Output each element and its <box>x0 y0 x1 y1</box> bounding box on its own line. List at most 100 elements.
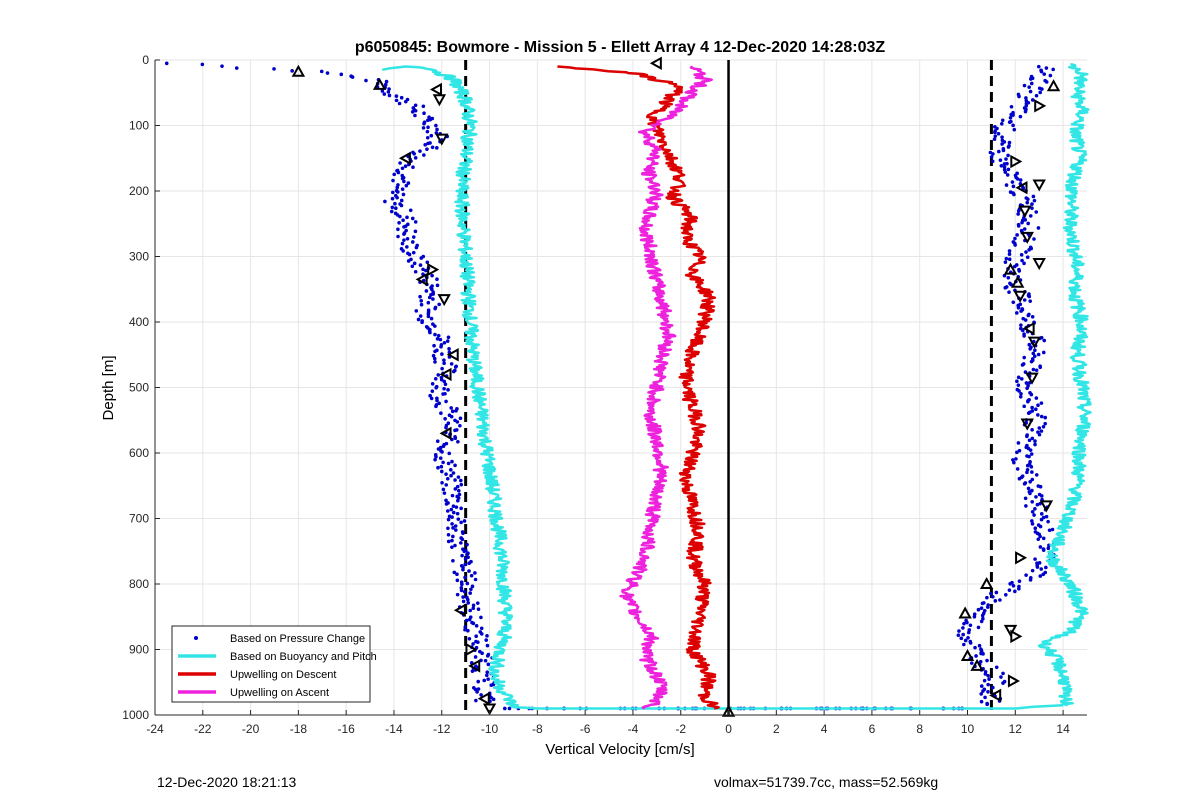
pressure-change-dot <box>394 94 399 98</box>
pressure-change-dot <box>413 269 418 274</box>
y-tick-label: 200 <box>129 184 149 198</box>
pressure-change-dot <box>1046 519 1050 524</box>
pressure-change-dot <box>421 126 426 130</box>
pressure-change-dot <box>1012 264 1017 269</box>
pressure-change-dot <box>421 267 425 272</box>
pressure-change-dot <box>449 414 454 419</box>
pressure-change-dot <box>1011 300 1016 305</box>
pressure-change-dot <box>418 314 423 318</box>
pressure-change-dot <box>449 362 454 366</box>
triangle-marker <box>1010 275 1025 288</box>
pressure-change-dot <box>460 553 464 558</box>
pressure-change-dot <box>450 515 454 519</box>
pressure-change-dot <box>1030 509 1035 514</box>
pressure-change-dot <box>452 570 457 575</box>
pressure-change-dot <box>416 317 421 322</box>
pressure-change-dot <box>979 692 984 696</box>
pressure-change-dot <box>433 306 437 311</box>
pressure-change-dot <box>1016 212 1020 216</box>
pressure-change-dot <box>399 198 404 203</box>
pressure-change-dot <box>982 678 987 683</box>
pressure-change-dot <box>1037 426 1042 430</box>
pressure-change-dot <box>1035 502 1040 507</box>
pressure-change-dot <box>479 632 484 636</box>
pressure-change-dot <box>424 289 429 293</box>
pressure-change-dot <box>439 344 443 349</box>
pressure-change-dot <box>459 588 464 593</box>
pressure-change-dot <box>1033 507 1037 511</box>
pressure-change-dot <box>1036 226 1041 230</box>
triangle-marker <box>1003 262 1018 275</box>
pressure-change-dot <box>1036 352 1041 357</box>
pressure-change-dot <box>390 205 395 210</box>
pressure-change-dot <box>1025 434 1029 439</box>
pressure-change-dot <box>434 454 438 459</box>
pressure-change-dot <box>290 69 294 73</box>
pressure-change-dot <box>502 706 507 711</box>
pressure-change-dot <box>471 603 476 608</box>
pressure-change-dot <box>979 699 984 704</box>
pressure-change-dot <box>465 542 469 547</box>
pressure-change-dot <box>1039 512 1044 516</box>
pressure-change-dot <box>1029 359 1034 364</box>
x-tick-label: -12 <box>433 722 451 736</box>
pressure-change-dot <box>1028 347 1032 351</box>
pressure-change-dot <box>1028 89 1033 94</box>
pressure-change-dot <box>1033 526 1038 531</box>
pressure-change-dot <box>1012 460 1016 465</box>
pressure-change-dot <box>1039 517 1044 522</box>
pressure-change-dot <box>390 196 395 201</box>
pressure-change-dot <box>1041 424 1046 429</box>
pressure-change-dot <box>436 447 441 451</box>
x-axis-label: Vertical Velocity [cm/s] <box>545 741 694 758</box>
pressure-change-dot <box>444 472 448 476</box>
pressure-change-dot <box>1015 177 1020 181</box>
pressure-change-dot <box>462 549 467 554</box>
pressure-change-dot <box>405 215 409 220</box>
pressure-change-dot <box>403 99 408 104</box>
pressure-change-dot <box>459 506 463 511</box>
pressure-change-dot <box>1034 210 1039 214</box>
pressure-change-dot <box>1023 109 1028 114</box>
triangle-marker <box>435 133 449 146</box>
pressure-change-dot <box>1003 260 1008 264</box>
axes: -24 -22 -20 -18 -16 -14 -12 -10 -8 -6 -4 -2 0 2 4 6 8 10 1… <box>122 53 1087 736</box>
pressure-change-dot <box>391 178 395 183</box>
pressure-change-dot <box>1047 528 1052 533</box>
pressure-change-dot <box>485 643 490 648</box>
pressure-change-dot <box>419 256 424 260</box>
legend-box <box>171 625 371 703</box>
pressure-change-dot <box>1022 298 1027 302</box>
pressure-change-dot <box>458 478 463 483</box>
pressure-change-dot <box>451 504 456 508</box>
pressure-change-dot <box>458 423 462 428</box>
pressure-change-dot <box>1008 581 1012 586</box>
pressure-change-dot <box>1024 381 1029 385</box>
pressure-change-dot <box>1006 145 1011 149</box>
pressure-change-dot <box>993 134 998 138</box>
pressure-change-dot <box>461 595 465 599</box>
x-tick-label: 14 <box>1056 722 1070 736</box>
pressure-change-dot <box>469 573 474 578</box>
pressure-change-dot <box>461 531 465 536</box>
pressure-change-dot <box>981 616 985 621</box>
pressure-change-dot <box>974 654 978 658</box>
pressure-change-dot <box>431 297 435 301</box>
pressure-change-dot <box>458 416 463 421</box>
pressure-change-dot <box>985 605 990 609</box>
pressure-change-dot <box>443 416 447 421</box>
pressure-change-dot <box>439 464 444 469</box>
pressure-change-dot <box>479 693 483 697</box>
pressure-change-dot <box>272 67 276 71</box>
pressure-change-dot <box>507 706 512 711</box>
pressure-change-dot <box>1032 198 1037 203</box>
pressure-change-dot <box>1004 157 1008 161</box>
pressure-change-dot <box>339 72 344 77</box>
x-tick-label: 0 <box>725 722 732 736</box>
based-on-buoyancy-and-pitch-line <box>381 65 1064 710</box>
pressure-change-dot <box>413 113 417 118</box>
pressure-change-dot <box>1018 114 1023 119</box>
pressure-change-dot <box>402 225 406 229</box>
pressure-change-dot <box>1002 165 1007 169</box>
plot-area <box>164 56 1092 717</box>
